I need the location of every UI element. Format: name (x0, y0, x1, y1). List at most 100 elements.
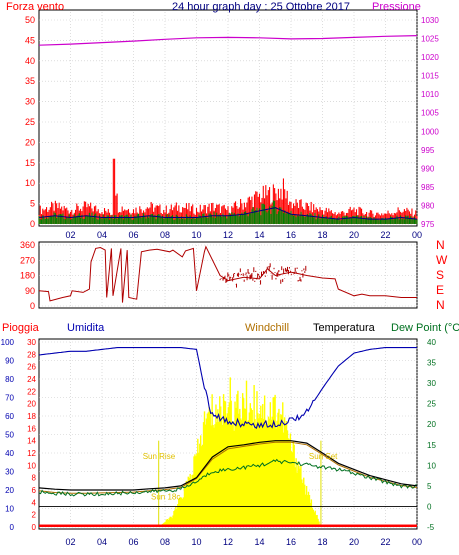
humidity-tick-label: 40 (5, 449, 14, 458)
dew-point-line (38, 458, 417, 497)
wind-axis-title: Forza vento (6, 1, 64, 13)
pressure-tick-label: 985 (421, 183, 435, 192)
wind-x-tick-label: 08 (160, 230, 170, 240)
sun-set-label: Sun Set (309, 452, 338, 461)
temp-x-tick-label: 06 (128, 537, 138, 547)
temp-x-tick-label: 04 (97, 537, 107, 547)
wind-x-tick-label: 06 (128, 230, 138, 240)
temp-x-tick-label: 18 (317, 537, 327, 547)
wind-tick-label: 20 (25, 137, 35, 147)
temp-x-tick-label: 00 (412, 537, 422, 547)
rain-baseline (39, 524, 417, 527)
sun-rise-label: Sun Rise (143, 452, 176, 461)
temp-x-tick-label: 22 (380, 537, 390, 547)
pressure-tick-label: 1010 (421, 90, 439, 99)
temperature-line (38, 440, 418, 491)
direction-compass-label: S (436, 268, 444, 282)
temperature-tick-label: 10 (427, 461, 436, 470)
sun-mid-label: Sun 18c (151, 492, 180, 501)
direction-tick-label: 0 (30, 301, 35, 311)
wind-tick-label: 30 (25, 97, 35, 107)
wind-x-tick-label: 10 (191, 230, 201, 240)
pressure-tick-label: 980 (421, 201, 435, 210)
humidity-tick-label: 10 (5, 505, 14, 514)
direction-compass-label: E (436, 283, 444, 297)
wind-x-tick-label: 20 (349, 230, 359, 240)
wind-x-tick-label: 16 (286, 230, 296, 240)
pressure-tick-label: 1025 (421, 35, 439, 44)
wind-x-tick-label: 00 (412, 230, 422, 240)
temp-panel-frame (38, 338, 418, 530)
temperature-tick-label: 30 (427, 379, 436, 388)
rain-tick-label: 10 (27, 461, 36, 470)
direction-compass-label: N (436, 298, 445, 312)
humidity-line (38, 347, 417, 429)
rain-tick-label: 6 (32, 486, 37, 495)
wind-direction-line (38, 245, 417, 303)
humidity-tick-label: 30 (5, 468, 14, 477)
pressure-tick-label: 975 (421, 220, 435, 229)
legend-umidita: Umidita (67, 322, 105, 334)
pressure-tick-label: 1030 (421, 16, 439, 25)
direction-tick-label: 90 (25, 286, 35, 296)
rain-tick-label: 0 (32, 523, 37, 532)
wind-x-tick-label: 22 (380, 230, 390, 240)
temperature-tick-label: 15 (427, 441, 436, 450)
humidity-tick-label: 100 (1, 338, 15, 347)
humidity-tick-label: 70 (5, 394, 14, 403)
pressure-tick-label: 1020 (421, 53, 439, 62)
temp-x-tick-label: 10 (191, 537, 201, 547)
wind-x-tick-label: 14 (254, 230, 264, 240)
wind-x-tick-label: 12 (223, 230, 233, 240)
wind-x-tick-label: 02 (65, 230, 75, 240)
pressure-tick-label: 1005 (421, 109, 439, 118)
wind-tick-label: 5 (30, 199, 35, 209)
legend-temperatura: Temperatura (313, 322, 376, 334)
temp-x-tick-label: 08 (160, 537, 170, 547)
temperature-tick-label: -5 (427, 523, 435, 532)
temp-x-tick-label: 12 (223, 537, 233, 547)
humidity-tick-label: 80 (5, 375, 14, 384)
humidity-tick-label: 50 (5, 431, 14, 440)
direction-tick-label: 270 (20, 255, 35, 265)
temp-x-tick-label: 20 (349, 537, 359, 547)
pressure-axis-title: Pressione (372, 1, 421, 13)
rain-tick-label: 22 (27, 387, 36, 396)
temp-x-tick-label: 14 (254, 537, 264, 547)
humidity-tick-label: 60 (5, 412, 14, 421)
temperature-tick-label: 20 (427, 420, 436, 429)
temperature-tick-label: 5 (427, 482, 432, 491)
wind-speed-line (38, 207, 418, 220)
wind-tick-label: 40 (25, 56, 35, 66)
rain-tick-label: 8 (32, 474, 37, 483)
pressure-tick-label: 1000 (421, 127, 439, 136)
wind-tick-label: 50 (25, 15, 35, 25)
temp-x-tick-label: 02 (65, 537, 75, 547)
pressure-tick-label: 1015 (421, 72, 439, 81)
legend-dew-point: Dew Point (°C (391, 322, 459, 334)
rain-tick-label: 4 (32, 498, 37, 507)
wind-tick-label: 35 (25, 76, 35, 86)
rain-tick-label: 14 (27, 437, 36, 446)
rain-tick-label: 12 (27, 449, 36, 458)
humidity-tick-label: 20 (5, 486, 14, 495)
legend-pioggia: Pioggia (2, 322, 40, 334)
temperature-tick-label: 40 (427, 338, 436, 347)
humidity-tick-label: 0 (10, 523, 15, 532)
wind-tick-label: 0 (30, 219, 35, 229)
windchill-line (38, 441, 418, 494)
rain-tick-label: 30 (27, 338, 36, 347)
wind-x-tick-label: 18 (317, 230, 327, 240)
direction-compass-label: W (436, 253, 448, 267)
temperature-tick-label: 35 (427, 359, 436, 368)
temp-x-tick-label: 16 (286, 537, 296, 547)
pressure-tick-label: 995 (421, 146, 435, 155)
wind-x-tick-label: 04 (97, 230, 107, 240)
rain-tick-label: 18 (27, 412, 36, 421)
rain-tick-label: 28 (27, 350, 36, 359)
legend-windchill: Windchill (245, 322, 289, 334)
humidity-tick-label: 90 (5, 357, 14, 366)
rain-tick-label: 16 (27, 424, 36, 433)
temperature-tick-label: 25 (427, 400, 436, 409)
